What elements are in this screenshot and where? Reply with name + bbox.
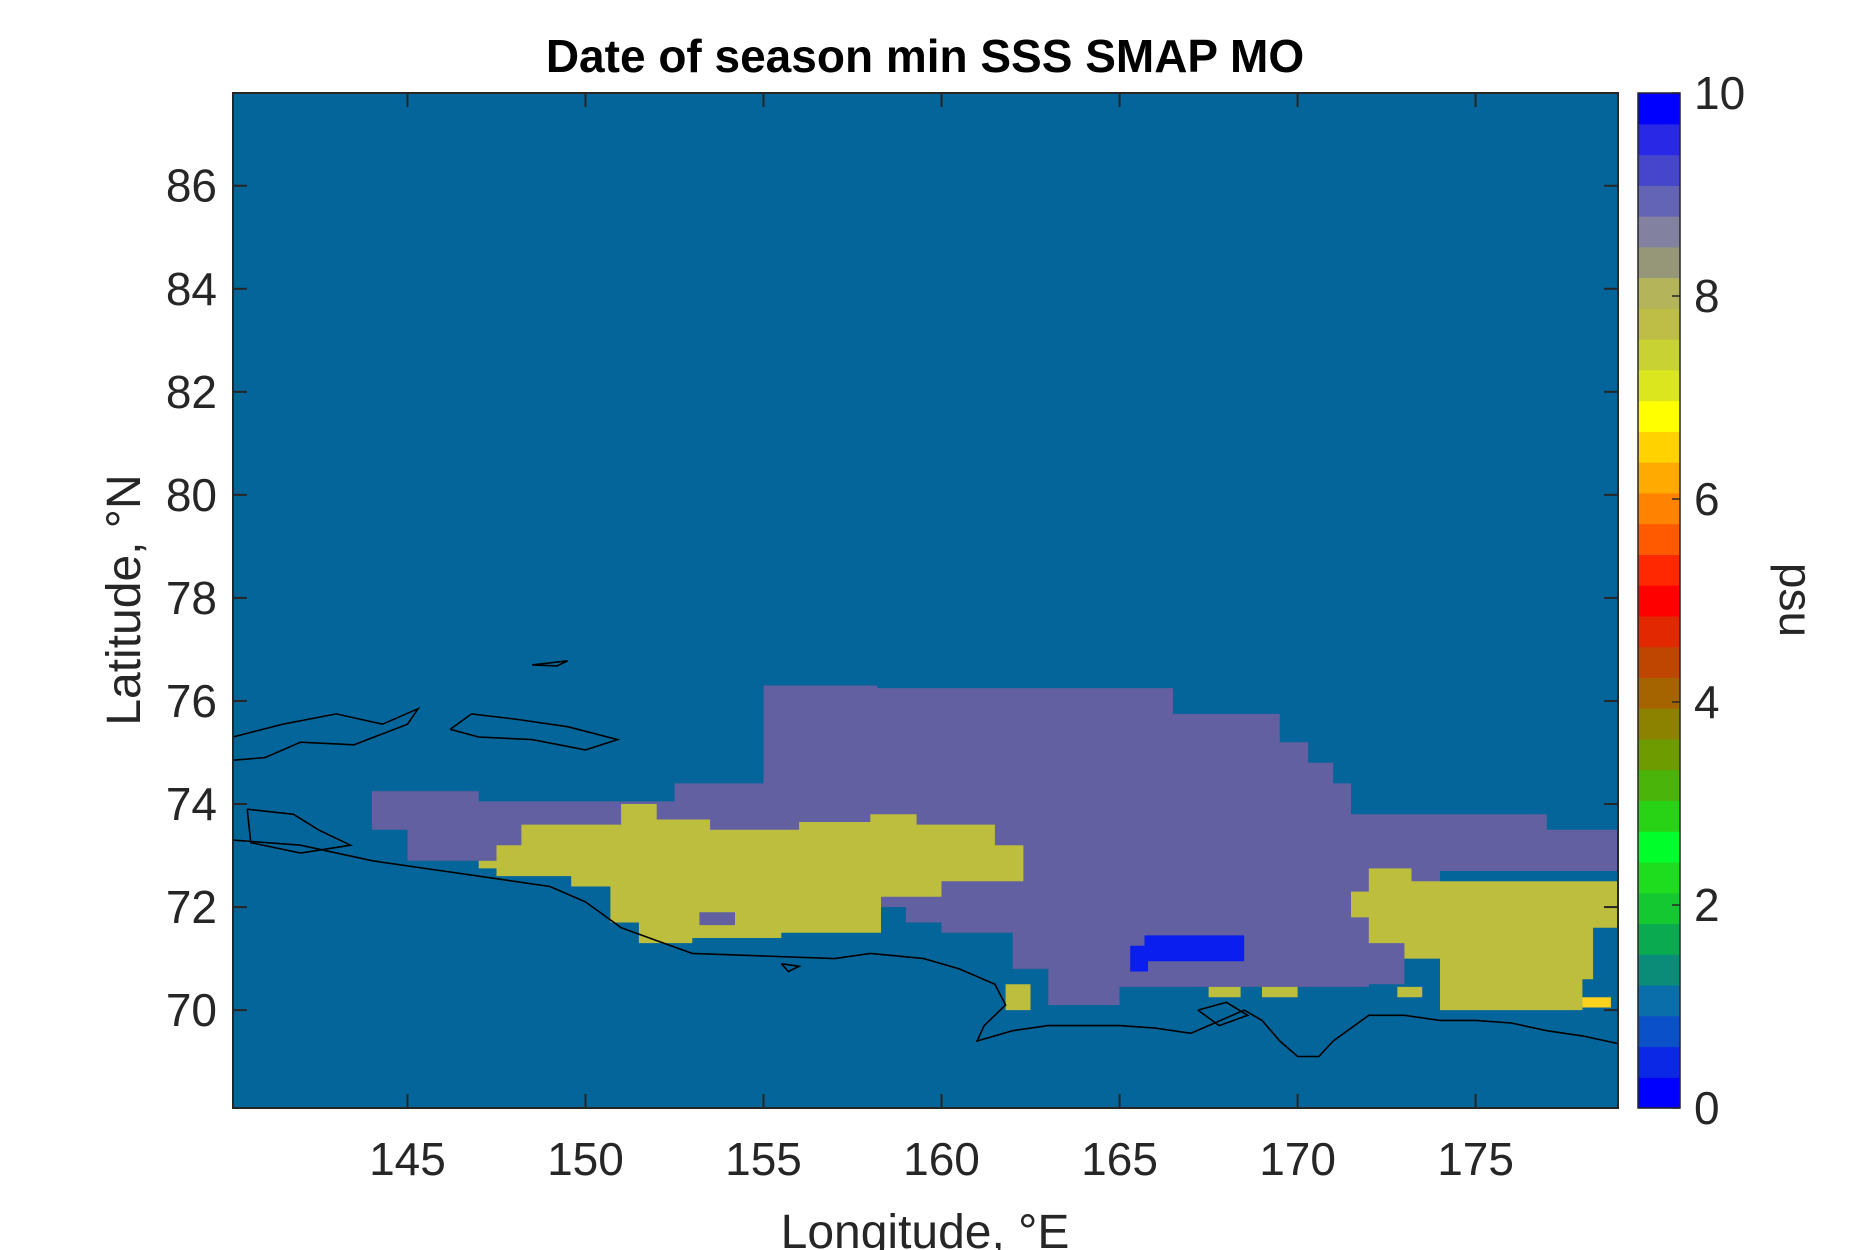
region-7 (699, 912, 735, 926)
y-tick-label: 72 (166, 881, 217, 933)
x-axis-ticks: 145 150 155 160 165 170 175 (369, 93, 1514, 1185)
coastline-5 (780, 962, 802, 973)
colorbar-segment (1638, 800, 1680, 832)
data-regions (371, 685, 1618, 1011)
plot-frame (232, 92, 1619, 1109)
colorbar-segment (1638, 154, 1680, 186)
colorbar-ticks: 0 2 4 6 8 10 (1672, 67, 1745, 1134)
y-tick-label: 80 (166, 469, 217, 521)
colorbar-segment (1638, 123, 1680, 156)
colorbar-segment (1638, 523, 1680, 555)
region-9 (1130, 935, 1245, 972)
colorbar-tick-label: 4 (1694, 676, 1720, 728)
x-tick-label: 150 (547, 1133, 624, 1185)
colorbar-segment (1638, 923, 1680, 955)
coastline-0 (233, 839, 1618, 1058)
colorbar-tick-label: 2 (1694, 879, 1720, 931)
x-tick-label: 175 (1437, 1133, 1514, 1185)
colorbar-segment (1638, 308, 1680, 340)
region-1 (478, 804, 1024, 944)
x-tick-label: 160 (903, 1133, 980, 1185)
colorbar-segment (1638, 93, 1680, 125)
y-tick-label: 76 (166, 675, 217, 727)
region-2 (1351, 868, 1618, 1011)
colorbar-segment (1638, 1015, 1680, 1048)
colorbar-segment (1638, 462, 1680, 494)
colorbar-segment (1638, 246, 1680, 279)
colorbar-segment (1638, 216, 1680, 248)
colorbar-label: psu (1770, 563, 1822, 637)
colorbar-segment (1638, 1077, 1680, 1109)
y-tick-label: 82 (166, 366, 217, 418)
coastlines (233, 660, 1618, 1058)
y-axis-label: Latitude, °N (98, 474, 151, 725)
colorbar: 0 2 4 6 8 10 psu (1637, 67, 1822, 1134)
x-tick-label: 145 (369, 1133, 446, 1185)
region-8 (1582, 997, 1611, 1008)
y-axis-ticks: 70 72 74 76 78 80 82 84 86 (166, 160, 1618, 1036)
coastline-2 (449, 713, 621, 751)
region-6 (1397, 986, 1423, 998)
colorbar-segment (1638, 708, 1680, 740)
chart-title: Date of season min SSS SMAP MO (546, 30, 1304, 82)
colorbar-segment (1638, 277, 1680, 309)
x-axis-label: Longitude, °E (781, 1206, 1070, 1250)
colorbar-segment (1638, 615, 1680, 648)
colorbar-segment (1638, 185, 1680, 217)
y-tick-label: 84 (166, 263, 217, 315)
colorbar-segment (1638, 769, 1680, 802)
colorbar-tick-label: 6 (1694, 473, 1720, 525)
region-4 (1208, 986, 1241, 998)
colorbar-segment (1638, 677, 1680, 709)
colorbar-segment (1638, 831, 1680, 863)
x-tick-label: 155 (725, 1133, 802, 1185)
plot-area (232, 92, 1619, 1109)
colorbar-tick-label: 10 (1694, 67, 1745, 119)
region-3 (1005, 984, 1031, 1011)
colorbar-gradient (1638, 93, 1680, 1109)
colorbar-segment (1638, 646, 1680, 678)
region-5 (1262, 986, 1298, 998)
colorbar-segment (1638, 339, 1680, 371)
colorbar-tick-label: 0 (1694, 1082, 1720, 1134)
coastline-6 (1197, 1001, 1250, 1027)
coastline-3 (532, 660, 569, 667)
colorbar-segment (1638, 492, 1680, 525)
x-tick-label: 170 (1259, 1133, 1336, 1185)
colorbar-segment (1638, 984, 1680, 1017)
colorbar-tick-label: 8 (1694, 270, 1720, 322)
colorbar-segment (1638, 954, 1680, 986)
colorbar-frame (1637, 92, 1681, 1109)
y-tick-label: 78 (166, 572, 217, 624)
colorbar-segment (1638, 400, 1680, 432)
colorbar-segment (1638, 585, 1680, 617)
colorbar-segment (1638, 738, 1680, 771)
y-tick-label: 86 (166, 160, 217, 212)
y-tick-label: 74 (166, 778, 217, 830)
coastline-1 (233, 706, 421, 761)
coastline-4 (246, 808, 354, 854)
colorbar-segment (1638, 1046, 1680, 1078)
y-tick-label: 70 (166, 984, 217, 1036)
colorbar-segment (1638, 554, 1680, 586)
colorbar-segment (1638, 369, 1680, 402)
colorbar-segment (1638, 431, 1680, 463)
x-tick-label: 165 (1081, 1133, 1158, 1185)
colorbar-segment (1638, 892, 1680, 925)
colorbar-segment (1638, 861, 1680, 894)
